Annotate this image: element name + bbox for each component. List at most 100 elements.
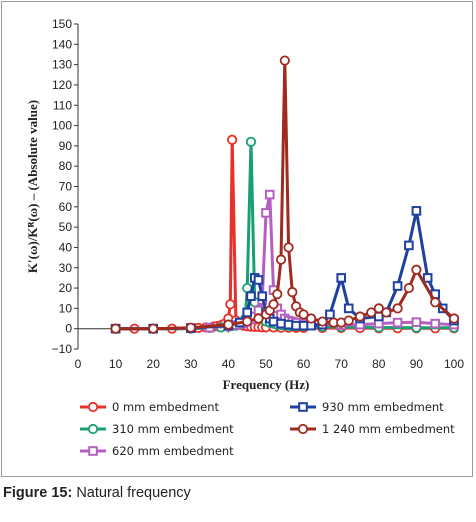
y-tick-label: 130 [52,58,72,72]
data-point [185,322,196,333]
x-tick-label: 60 [297,357,311,371]
data-point [298,309,309,320]
legend-swatch-marker [297,423,309,435]
legend-swatch-marker [87,423,99,435]
data-point [291,320,301,331]
y-tick-label: −10 [52,342,73,356]
series-4 [110,55,460,334]
data-point [253,313,264,324]
y-tick-label: 0 [65,322,72,336]
data-point [246,291,256,301]
legend-label: 620 mm embedment [112,444,234,458]
data-point [448,313,460,324]
legend-label: 930 mm embedment [322,400,444,414]
series-0 [110,134,460,334]
data-point [366,307,377,318]
data-point [430,318,440,329]
data-point [110,323,121,334]
y-tick-label: 120 [52,78,72,92]
x-axis-title: Frequency (Hz) [223,377,310,392]
legend-label: 1 240 mm embedment [322,422,455,436]
data-point [336,273,346,283]
data-point [225,299,236,310]
data-point [283,319,294,330]
data-point [306,313,317,324]
data-point [317,316,328,327]
x-tick-label: 10 [109,357,123,371]
legend-item: 620 mm embedment [80,444,234,458]
x-tick-label: 0 [75,357,82,371]
data-point [148,323,159,334]
data-point [343,303,354,314]
caption-label: Figure 15: [3,485,73,501]
data-point [287,287,298,298]
chart-frame [1,1,473,477]
data-point [264,189,275,200]
series-1 [110,136,460,334]
y-tick-label: 20 [59,281,73,295]
legend-item: 0 mm embedment [80,400,220,414]
data-point [381,307,392,318]
legend-swatch-marker [88,446,98,456]
legend-label: 310 mm embedment [112,422,234,436]
data-point [223,319,234,330]
data-point [392,317,403,328]
series-layer [110,55,460,334]
data-point [354,311,366,322]
legend-item: 930 mm embedment [290,400,444,414]
data-point [373,303,384,314]
legend-swatch-marker [298,402,308,412]
legend-label: 0 mm embedment [112,400,220,414]
data-point [242,282,253,294]
legend-item: 310 mm embedment [80,422,234,436]
y-tick-label: 80 [59,159,73,173]
data-point [272,289,283,300]
y-tick-label: 40 [59,240,73,254]
legend: 0 mm embedment 310 mm embedment 620 mm emb… [80,400,455,458]
data-point [227,134,238,145]
x-tick-label: 90 [410,357,424,371]
y-tick-label: 150 [52,17,72,31]
legend-item: 1 240 mm embedment [290,422,455,436]
y-tick-label: 100 [52,119,72,133]
data-point [268,316,279,327]
x-tick-label: 70 [335,357,349,371]
data-point [430,297,441,308]
x-tick-label: 30 [184,357,198,371]
data-point [403,282,414,294]
natural-frequency-chart: −100102030405060708090100110120130140150… [25,17,464,458]
y-tick-label: 140 [52,37,72,51]
y-axis-title: K′(ω)/Kᴿ(ω) – (Absolute value) [25,100,40,273]
data-point [242,316,253,327]
data-point [411,264,422,275]
y-tick-label: 10 [59,301,73,315]
y-tick-label: 90 [59,139,73,153]
x-tick-label: 80 [372,357,386,371]
data-point [275,254,287,265]
data-point [253,275,264,285]
data-point [392,303,403,314]
data-point [283,242,294,253]
y-tick-label: 50 [59,220,73,234]
data-point [268,299,279,310]
data-point [276,318,286,329]
data-point [245,136,257,147]
y-tick-label: 30 [59,261,73,275]
y-tick-label: 110 [53,98,72,112]
x-tick-label: 40 [222,357,236,371]
data-point [325,309,335,320]
data-point [411,317,422,327]
data-point [404,240,414,251]
data-point [411,206,422,216]
data-point [392,281,403,291]
data-point [242,307,252,318]
y-tick-label: 70 [59,180,73,194]
x-tick-label: 20 [147,357,161,371]
data-point [298,320,309,331]
data-point [343,315,354,326]
data-point [422,273,433,283]
data-point [279,55,290,66]
y-tick-label: 60 [59,200,73,214]
data-point [257,291,268,301]
x-tick-label: 50 [259,357,273,371]
